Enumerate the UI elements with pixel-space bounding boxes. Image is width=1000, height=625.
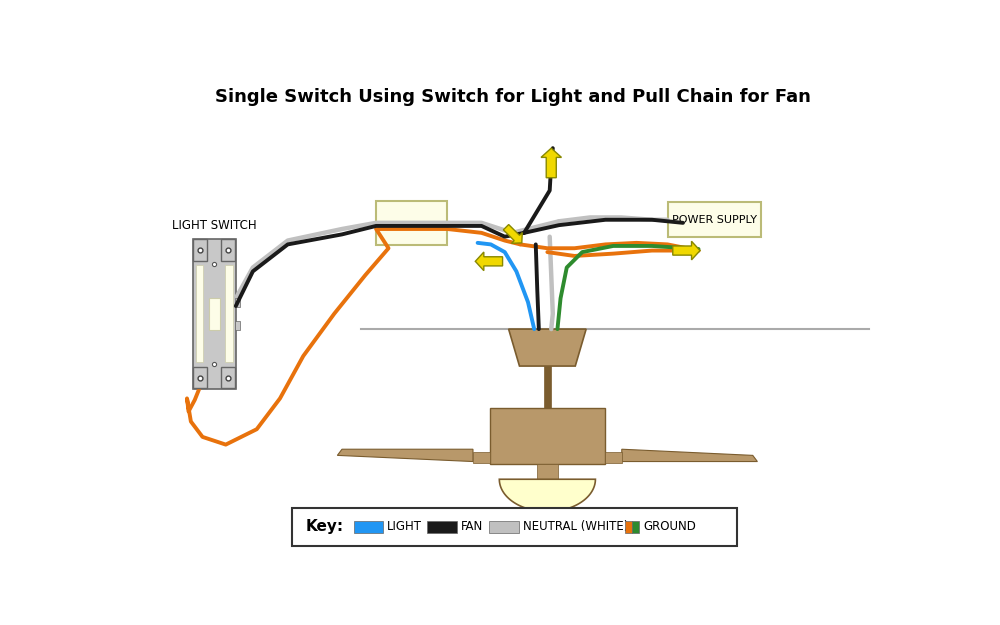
FancyBboxPatch shape	[221, 367, 235, 388]
FancyBboxPatch shape	[235, 321, 240, 330]
FancyBboxPatch shape	[235, 298, 240, 307]
FancyBboxPatch shape	[221, 239, 235, 261]
Polygon shape	[541, 148, 561, 178]
FancyBboxPatch shape	[544, 366, 551, 408]
Text: LIGHT: LIGHT	[387, 521, 422, 534]
FancyBboxPatch shape	[209, 298, 220, 330]
Polygon shape	[475, 252, 503, 271]
FancyBboxPatch shape	[625, 521, 632, 533]
Polygon shape	[499, 479, 595, 512]
Polygon shape	[622, 449, 757, 461]
Text: POWER SUPPLY: POWER SUPPLY	[672, 215, 757, 225]
FancyBboxPatch shape	[354, 521, 383, 533]
FancyBboxPatch shape	[632, 521, 639, 533]
FancyBboxPatch shape	[473, 452, 490, 463]
Text: LIGHT SWITCH: LIGHT SWITCH	[172, 219, 256, 232]
FancyBboxPatch shape	[292, 508, 737, 546]
FancyBboxPatch shape	[193, 239, 236, 389]
FancyBboxPatch shape	[427, 521, 457, 533]
Polygon shape	[503, 224, 522, 243]
Text: FAN: FAN	[461, 521, 483, 534]
Polygon shape	[673, 241, 700, 260]
Text: Key:: Key:	[306, 519, 344, 534]
FancyBboxPatch shape	[489, 521, 519, 533]
Polygon shape	[509, 329, 586, 366]
FancyBboxPatch shape	[193, 239, 207, 261]
FancyBboxPatch shape	[668, 202, 761, 238]
Text: NEUTRAL (WHITE): NEUTRAL (WHITE)	[523, 521, 628, 534]
FancyBboxPatch shape	[193, 367, 207, 388]
FancyBboxPatch shape	[376, 201, 447, 245]
Text: GROUND: GROUND	[643, 521, 696, 534]
FancyBboxPatch shape	[225, 265, 233, 362]
Text: Single Switch Using Switch for Light and Pull Chain for Fan: Single Switch Using Switch for Light and…	[215, 88, 810, 106]
Polygon shape	[337, 449, 473, 461]
FancyBboxPatch shape	[537, 464, 558, 479]
FancyBboxPatch shape	[605, 452, 622, 463]
FancyBboxPatch shape	[196, 265, 203, 362]
FancyBboxPatch shape	[490, 408, 605, 464]
